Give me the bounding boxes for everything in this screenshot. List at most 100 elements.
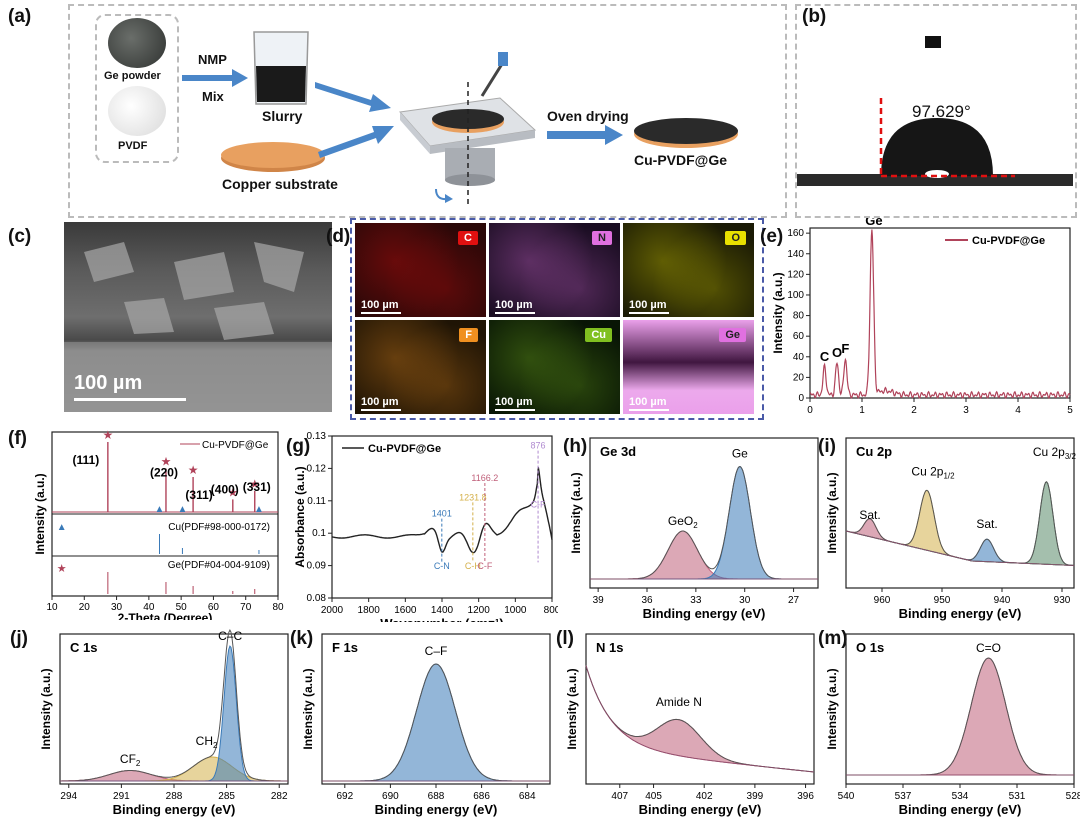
eds-spectrum-chart: 0 1 2 3 4 5 0 20 40 60 80 100 120 140 160 Energy (keV) I… [771, 218, 1073, 418]
xrd-chart: 10 20 30 40 50 60 70 80 2-Theta (Degree) Intensit… [33, 428, 284, 620]
mix-label: Mix [202, 89, 224, 104]
y-tick-label: 80 [793, 311, 805, 322]
x-tick-label: 5 [1067, 405, 1073, 416]
plot-frame [809, 227, 1071, 399]
y-tick-label: 160 [787, 228, 804, 239]
contact-angle-image [797, 36, 1073, 212]
eds-element-tag: F [459, 328, 478, 342]
schematic-frame [68, 4, 787, 218]
y-axis-label: Intensity (a.u.) [565, 668, 579, 749]
plot-frame [585, 633, 815, 785]
sem-scale-label: 100 µm [74, 372, 143, 394]
panel-label-e: (e) [760, 226, 784, 247]
x-tick-label: 690 [382, 791, 399, 802]
x-tick-label: 537 [895, 791, 912, 802]
x-tick-label: 1000 [504, 605, 527, 616]
panel-label-l: (l) [556, 628, 574, 649]
nmp-label: NMP [198, 52, 227, 67]
y-tick-label: 0.13 [307, 431, 327, 442]
x-tick-label: 30 [739, 595, 751, 606]
x-tick-label: 1400 [431, 605, 454, 616]
eds-element-tag: N [592, 231, 612, 245]
component-peak [846, 657, 1074, 776]
x-tick-label: 1800 [358, 605, 381, 616]
x-tick-label: 40 [143, 602, 155, 613]
x-tick-label: 692 [336, 791, 353, 802]
x-tick-label: 399 [747, 791, 764, 802]
xps-f1s-chart: 692 690 688 686 684 Binding energy (eV) Intens… [301, 633, 551, 817]
pvdf-label: PVDF [118, 140, 148, 152]
x-tick-label: 1 [859, 405, 865, 416]
ftir-chart: 2000 1800 1600 1400 1200 1000 800 0.08 0.09 0.1 0.… [293, 431, 558, 622]
cu-triangle-marker: ▲ [177, 504, 187, 515]
panel-label-i: (i) [818, 436, 836, 457]
x-axis-label: 2-Theta (Degree) [118, 611, 213, 620]
x-tick-label: 402 [696, 791, 713, 802]
y-tick-label: 40 [793, 352, 805, 363]
x-tick-label: 528 [1066, 791, 1080, 802]
eds-map-ge: Ge 100 µm [623, 320, 754, 414]
y-axis-label: Intensity (a.u.) [771, 272, 785, 353]
xps-title: C 1s [70, 640, 97, 655]
ge-powder-label: Ge powder [104, 70, 161, 82]
y-axis-label: Intensity (a.u.) [569, 472, 583, 553]
contact-angle-value: 97.629° [912, 102, 971, 121]
plot-frame [845, 437, 1075, 589]
oven-label: Oven drying [547, 108, 629, 124]
peak-label: Cu 2p1/2 [911, 465, 955, 481]
y-axis-label: Intensity (a.u.) [301, 668, 315, 749]
xps-title: O 1s [856, 640, 884, 655]
annotation-value: 1401 [432, 509, 452, 519]
eds-map-f: F 100 µm [355, 320, 486, 414]
x-tick-label: 291 [113, 791, 130, 802]
peak-label: Cu 2p3/2 [1033, 445, 1077, 461]
panel-label-b: (b) [802, 6, 827, 27]
peak-label: (111) [73, 453, 100, 467]
x-tick-label: 36 [641, 595, 653, 606]
sem-scale-bar [74, 398, 186, 401]
x-axis-label: Binding energy (eV) [375, 802, 498, 817]
annotation-group: C-H [465, 561, 481, 571]
oven-arrow [547, 125, 623, 145]
x-tick-label: 10 [46, 602, 58, 613]
eds-map-o: O 100 µm [623, 223, 754, 317]
x-tick-label: 940 [994, 595, 1011, 606]
ge-ref-marker: ★ [57, 563, 67, 575]
peak-label: CH2 [196, 734, 218, 750]
contact-angle-frame [795, 4, 1077, 218]
x-tick-label: 405 [645, 791, 662, 802]
panel-label-k: (k) [290, 628, 314, 649]
peak-label: (220) [150, 466, 178, 480]
y-tick-label: 0.11 [307, 496, 326, 507]
ge-star-marker: ★ [249, 477, 260, 491]
background-line [585, 665, 815, 773]
x-tick-label: 540 [838, 791, 855, 802]
y-tick-label: 0.08 [307, 593, 327, 604]
cu-triangle-marker: ▲ [155, 504, 165, 515]
x-tick-label: 2000 [321, 605, 344, 616]
precursor-frame [95, 14, 179, 163]
xps-title: F 1s [332, 640, 358, 655]
eds-element-tag: Ge [719, 328, 746, 342]
xps-title: Cu 2p [856, 444, 892, 459]
background-line [845, 530, 1075, 566]
x-tick-label: 20 [79, 602, 91, 613]
copper-arrow [318, 126, 394, 158]
panel-label-h: (h) [563, 436, 588, 457]
y-tick-label: 20 [793, 372, 805, 383]
plot-frame [59, 633, 289, 785]
y-tick-label: 0.12 [307, 463, 327, 474]
y-tick-label: 60 [793, 331, 805, 342]
x-tick-label: 3 [963, 405, 969, 416]
x-tick-label: 0 [807, 405, 813, 416]
x-axis-label: Binding energy (eV) [113, 802, 236, 817]
sem-image [64, 222, 332, 412]
plot-frame [589, 437, 819, 589]
x-axis-label: Binding energy (eV) [899, 802, 1022, 817]
product-label: Cu-PVDF@Ge [634, 152, 727, 168]
eds-scale-label: 100 µm [361, 396, 401, 411]
xps-c1s-chart: 294 291 288 285 282 Binding energy (eV) Intens… [39, 628, 289, 817]
x-tick-label: 531 [1009, 791, 1026, 802]
y-axis-label: Absorbance (a.u.) [293, 466, 307, 567]
annotation-value: 1166.2 [471, 473, 498, 483]
